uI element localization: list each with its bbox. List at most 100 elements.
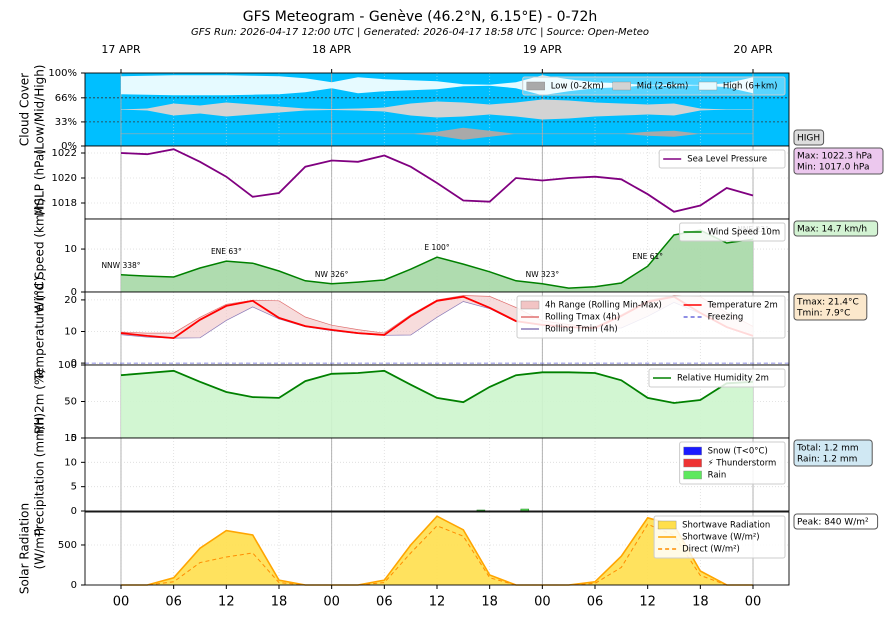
y-tick-label: 10 (64, 327, 77, 338)
y-tick-label: 1020 (52, 173, 77, 184)
legend-label: Rolling Tmin (4h) (545, 325, 618, 335)
y-tick-label: 0 (71, 506, 77, 517)
chart-subtitle: GFS Run: 2026-04-17 12:00 UTC | Generate… (191, 27, 649, 38)
legend-label: Mid (2-6km) (637, 82, 689, 92)
x-tick-label: 18 (692, 595, 709, 610)
legend-label: High (6+km) (723, 82, 778, 92)
y-tick-label: 1022 (52, 148, 77, 159)
stats-text: Min: 1017.0 hPa (797, 163, 869, 173)
series-line (120, 369, 754, 404)
legend-label: Wind Speed 10m (708, 228, 781, 238)
panel-frame (84, 437, 790, 512)
x-tick-label: 18 (271, 595, 288, 610)
legend-label: Rolling Tmax (4h) (545, 313, 620, 323)
direction-label: ENE 63° (211, 247, 242, 256)
legend-label: Low (0-2km) (551, 82, 604, 92)
y-axis-label: (Low/Mid/High) (33, 65, 47, 155)
stats-text: Total: 1.2 mm (796, 444, 859, 454)
x-tick-label: 06 (165, 595, 182, 610)
stats-text: Rain: 1.2 mm (797, 455, 857, 465)
x-tick-label: 00 (323, 595, 340, 610)
cloud-band (121, 127, 753, 140)
x-tick-label: 06 (376, 595, 393, 610)
y-tick-label: 33% (55, 117, 77, 128)
stats-text: Tmin: 7.9°C (796, 309, 850, 319)
direction-label: NW 326° (315, 270, 349, 279)
direction-label: ENE 61° (632, 252, 663, 261)
x-tick-label: 00 (113, 595, 130, 610)
legend-label: 4h Range (Rolling Min-Max) (545, 301, 662, 311)
date-label: 18 APR (312, 43, 352, 56)
y-axis-label: Temperature (°C) (33, 277, 47, 382)
stats-text: Max: 14.7 km/h (797, 225, 867, 235)
legend-label: Rain (708, 471, 727, 481)
legend-swatch (698, 81, 718, 91)
series-line (121, 515, 753, 586)
legend-box (648, 368, 786, 388)
area-fill (120, 370, 754, 438)
stats-box (793, 439, 873, 467)
legend-box (653, 515, 786, 559)
legend-box (679, 441, 786, 485)
y-tick-label: 5 (71, 482, 77, 493)
legend-label: Sea Level Pressure (687, 155, 767, 165)
series-line (120, 148, 754, 213)
y-tick-label: 0 (71, 433, 77, 444)
x-tick-label: 12 (429, 595, 446, 610)
panel: 1018 1020 1022 MSLP (hPa) Sea Level Pressure… (33, 145, 884, 220)
legend-swatch (526, 81, 545, 91)
series-line (121, 523, 753, 586)
y-tick-label: 50 (64, 397, 77, 408)
area-fill (120, 516, 754, 585)
legend-box (516, 295, 786, 339)
x-tick-label: 06 (587, 595, 604, 610)
stats-box (793, 513, 879, 530)
panel: 0 50 100 RH 2m (%) Relative Humidity 2m (33, 360, 790, 444)
legend-label: Temperature 2m (707, 301, 778, 311)
y-tick-label: 0% (61, 141, 77, 152)
y-tick-label: 100% (48, 68, 77, 79)
legend-swatch (683, 470, 702, 480)
direction-label: NW 323° (526, 270, 560, 279)
y-tick-label: 0 (71, 358, 77, 369)
legend-swatch (520, 300, 540, 310)
y-tick-label: 66% (55, 93, 77, 104)
y-tick-label: 10 (64, 244, 77, 255)
y-axis-label: (W/m²) (33, 528, 47, 570)
chart-title: GFS Meteogram - Genève (46.2°N, 6.15°E) … (243, 9, 598, 25)
direction-label: E 100° (424, 243, 449, 252)
y-axis-label: MSLP (hPa) (33, 149, 47, 216)
y-tick-label: 20 (64, 295, 77, 306)
y-tick-label: 0 (71, 580, 77, 591)
panel: 0% 33% 66% 100% Cloud Cover (Low/Mid/High) Low… (18, 65, 825, 155)
legend-label: Snow (T<0°C) (708, 447, 768, 457)
legend-swatch (683, 458, 702, 468)
stats-box (793, 147, 884, 175)
date-label: 17 APR (101, 43, 141, 56)
cloud-band (121, 75, 753, 96)
x-tick-label: 00 (534, 595, 551, 610)
legend-label: Shortwave (W/m²) (682, 533, 760, 543)
legend-label: Relative Humidity 2m (677, 374, 769, 384)
y-tick-label: 1018 (52, 198, 77, 209)
legend-box (522, 76, 786, 96)
legend-label: Direct (W/m²) (682, 545, 740, 555)
cloud-band (121, 99, 753, 120)
y-tick-label: 100 (58, 360, 77, 371)
legend-label: Shortwave Radiation (682, 521, 770, 531)
stats-text: Peak: 840 W/m² (797, 518, 869, 528)
legend-swatch (683, 446, 702, 456)
y-axis-label: RH 2m (%) (33, 369, 47, 434)
stats-box (793, 293, 868, 321)
series-line (120, 229, 754, 289)
panel: 0 500 Solar Radiation (W/m²) Shortwave Radia… (18, 503, 879, 594)
stats-text: Tmax: 21.4°C (796, 298, 859, 308)
legend-label: ⚡ Thunderstorm (708, 459, 777, 469)
area-fill (120, 230, 754, 292)
y-tick-label: 10 (64, 457, 77, 468)
panel: 0 10 Wind Speed (km/h) NNW 338° ENE 63° NW 32… (33, 198, 879, 313)
panel: 0 10 20 Temperature (°C) 4h Range (Rolling M… (33, 277, 868, 382)
x-tick-label: 12 (218, 595, 235, 610)
x-tick-label: 12 (639, 595, 656, 610)
